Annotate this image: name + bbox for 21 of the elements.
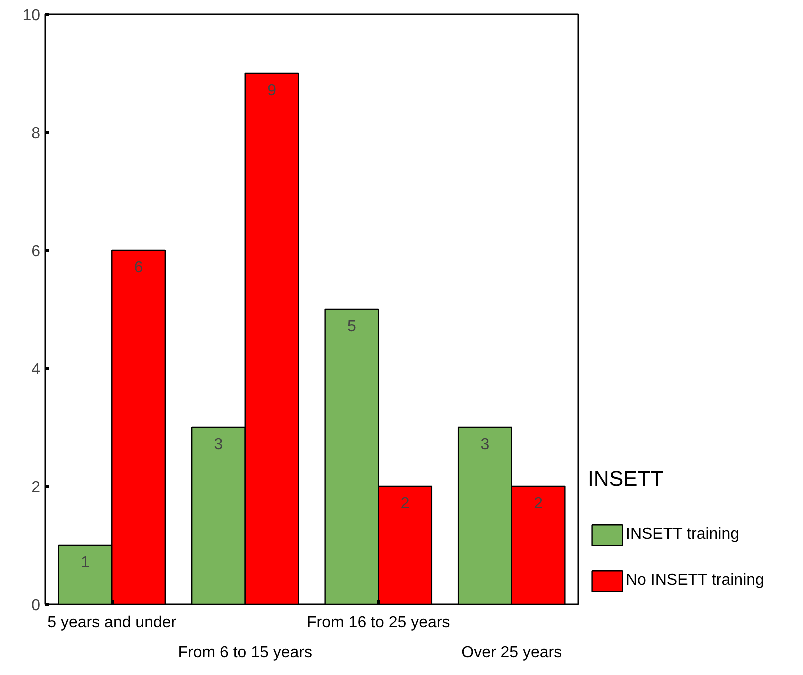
y-tick-label: 2	[32, 480, 41, 496]
y-tick-label: 8	[32, 126, 41, 142]
y-tick-label: 10	[22, 8, 41, 24]
data-label: 2	[400, 496, 410, 512]
x-tick-label: From 16 to 25 years	[307, 614, 450, 632]
legend-title: INSETT	[588, 467, 665, 492]
y-tick-label: 0	[32, 598, 41, 614]
data-label: 1	[81, 554, 90, 572]
data-label: 5	[348, 318, 357, 336]
y-tick-label: 6	[32, 244, 41, 260]
data-label: 9	[268, 82, 277, 100]
x-tick-label: 5 years and under	[48, 614, 178, 632]
y-tick-label: 4	[32, 362, 41, 378]
legend-label: INSETT training	[626, 526, 740, 544]
data-label: 3	[480, 436, 490, 454]
data-label: 2	[534, 496, 544, 512]
x-tick-label: From 6 to 15 years	[178, 644, 313, 662]
legend-label: No INSETT training	[626, 572, 764, 590]
data-label: 3	[214, 436, 224, 454]
x-tick-label: Over 25 years	[462, 644, 562, 662]
data-label: 6	[134, 260, 144, 276]
